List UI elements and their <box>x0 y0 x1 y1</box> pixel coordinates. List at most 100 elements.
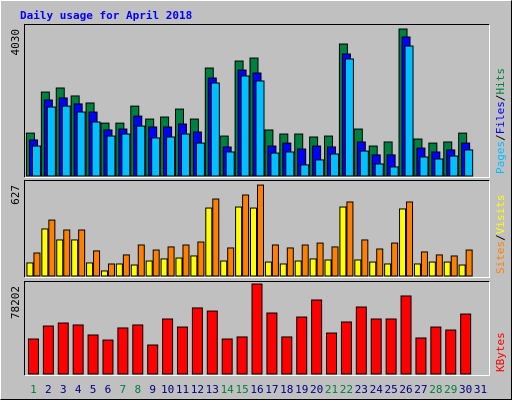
bar <box>449 155 459 177</box>
bar <box>326 332 338 375</box>
bar <box>115 263 123 277</box>
x-tick-label: 31 <box>474 383 487 396</box>
panel-light <box>24 281 490 376</box>
bar <box>136 125 146 177</box>
x-tick-label: 24 <box>370 383 384 396</box>
x-tick-label: 21 <box>325 383 338 396</box>
x-tick-label: 11 <box>176 383 189 396</box>
bar <box>26 262 34 277</box>
bar <box>205 207 213 277</box>
bar <box>235 206 243 277</box>
x-tick-label: 17 <box>265 383 278 396</box>
y-tick-label: 627 <box>9 185 22 205</box>
bar <box>331 246 339 277</box>
bar <box>227 247 235 277</box>
bar <box>445 329 457 375</box>
x-tick-label: 15 <box>235 383 248 396</box>
bar <box>145 260 153 277</box>
x-tick-label: 22 <box>340 383 353 396</box>
bar <box>404 45 414 177</box>
bar <box>399 208 407 277</box>
x-tick-label: 9 <box>149 383 156 396</box>
bar <box>257 184 264 277</box>
bar <box>286 247 294 277</box>
bar <box>166 136 176 177</box>
bar <box>41 228 49 277</box>
bar <box>46 106 56 177</box>
bar <box>48 219 56 277</box>
bar <box>385 318 397 375</box>
panel-shadow <box>24 24 490 178</box>
bar <box>413 263 421 277</box>
bar <box>61 105 71 177</box>
legend: Pages/Files/Hits <box>494 68 507 174</box>
bar <box>76 111 86 177</box>
bar <box>71 239 79 277</box>
bar <box>296 316 308 375</box>
bar <box>346 201 354 277</box>
bar <box>176 326 188 375</box>
bar <box>435 254 443 277</box>
bar <box>42 325 54 375</box>
x-tick-label: 25 <box>385 383 398 396</box>
bar <box>212 198 220 277</box>
bar <box>384 263 392 277</box>
bar <box>311 299 323 375</box>
bar <box>132 324 144 375</box>
legend-entry: Visits <box>494 195 507 235</box>
bar <box>464 149 474 177</box>
bar <box>117 327 129 375</box>
bar <box>91 121 101 177</box>
bar <box>242 194 250 277</box>
bar <box>27 338 39 375</box>
bar <box>100 270 108 277</box>
legend-entry: KBytes <box>494 332 507 372</box>
bar <box>434 158 444 177</box>
x-tick-label: 3 <box>60 383 67 396</box>
x-tick-label: 1 <box>30 383 37 396</box>
bar <box>78 229 86 277</box>
bar <box>430 326 442 375</box>
bar <box>270 152 280 177</box>
bar <box>72 324 84 375</box>
bar <box>250 207 257 277</box>
legend-entry: Hits <box>494 68 507 95</box>
bar <box>324 259 332 277</box>
panel-light <box>24 24 490 178</box>
panel-light <box>24 180 490 278</box>
bar <box>391 242 399 277</box>
bar <box>180 133 190 177</box>
bar <box>175 257 183 277</box>
bar <box>160 258 168 277</box>
bar <box>361 239 369 277</box>
bar <box>121 133 131 177</box>
bar <box>130 264 138 277</box>
x-tick-label: 14 <box>221 383 235 396</box>
bar <box>266 312 278 375</box>
bar <box>151 137 161 177</box>
bar <box>406 201 414 277</box>
legend-entry: Files <box>494 101 507 134</box>
legend-entry: Pages <box>494 141 507 174</box>
bar <box>87 334 99 375</box>
bar <box>251 283 263 375</box>
bar <box>369 261 377 277</box>
bar <box>355 306 367 375</box>
x-tick-label: 4 <box>75 383 82 396</box>
bar <box>419 156 429 177</box>
bar <box>344 58 354 177</box>
bar <box>162 318 174 375</box>
bar <box>221 338 233 375</box>
chart-title: Daily usage for April 2018 <box>20 9 192 22</box>
x-tick-label: 30 <box>459 383 472 396</box>
bar <box>279 263 287 277</box>
bar <box>389 166 399 177</box>
bar <box>285 151 295 177</box>
x-tick-label: 8 <box>134 383 141 396</box>
bar <box>106 135 116 177</box>
x-tick-label: 7 <box>120 383 127 396</box>
bar <box>220 260 228 277</box>
